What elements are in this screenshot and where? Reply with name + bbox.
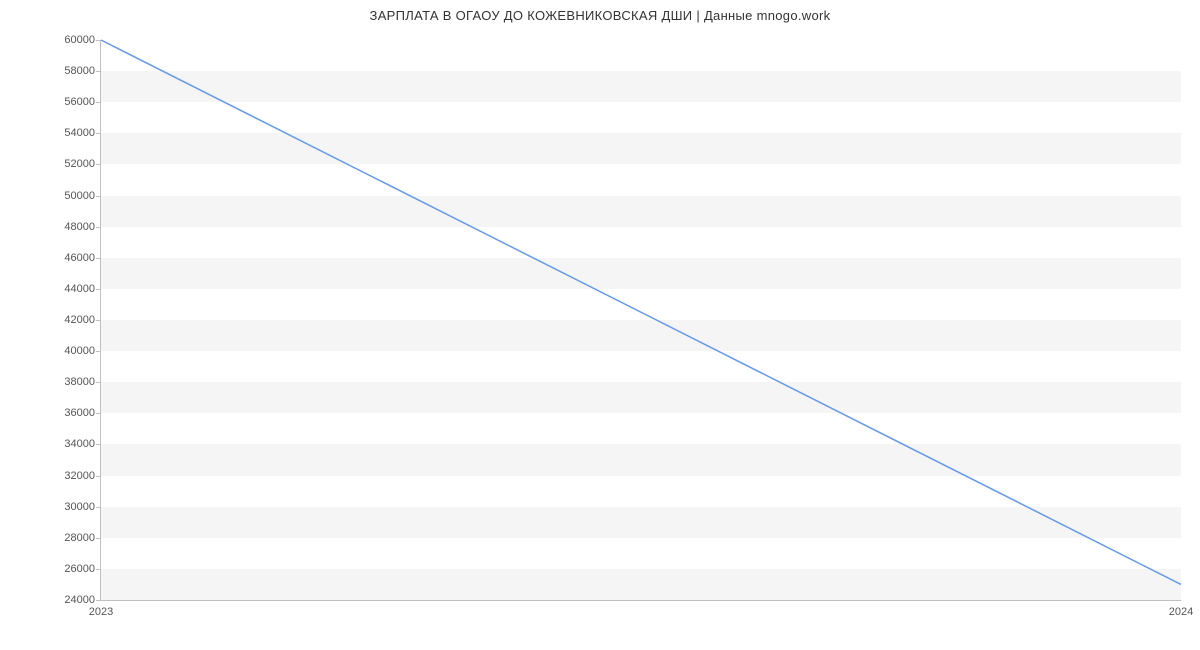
y-tick-label: 30000 (64, 501, 95, 513)
y-tick-label: 38000 (64, 376, 95, 388)
y-tick-label: 24000 (64, 594, 95, 606)
y-tick-label: 44000 (64, 283, 95, 295)
chart-title: ЗАРПЛАТА В ОГАОУ ДО КОЖЕВНИКОВСКАЯ ДШИ |… (0, 8, 1200, 23)
y-tick-label: 28000 (64, 532, 95, 544)
y-tick-label: 36000 (64, 407, 95, 419)
salary-line-chart: ЗАРПЛАТА В ОГАОУ ДО КОЖЕВНИКОВСКАЯ ДШИ |… (0, 0, 1200, 650)
y-tick-label: 26000 (64, 563, 95, 575)
y-tick-label: 50000 (64, 190, 95, 202)
y-tick-label: 40000 (64, 345, 95, 357)
y-tick-label: 60000 (64, 34, 95, 46)
y-tick-label: 46000 (64, 252, 95, 264)
y-tick-label: 34000 (64, 438, 95, 450)
chart-svg (101, 40, 1181, 600)
y-tick-label: 54000 (64, 127, 95, 139)
y-tick-label: 58000 (64, 65, 95, 77)
y-tick-label: 52000 (64, 158, 95, 170)
y-tick-label: 42000 (64, 314, 95, 326)
x-tick-label: 2023 (89, 606, 113, 618)
series-line-salary (101, 40, 1181, 584)
y-tick-label: 56000 (64, 96, 95, 108)
plot-area: 2400026000280003000032000340003600038000… (100, 40, 1181, 601)
y-tick-mark (96, 600, 101, 601)
y-tick-label: 32000 (64, 470, 95, 482)
y-tick-label: 48000 (64, 221, 95, 233)
x-tick-label: 2024 (1169, 606, 1193, 618)
